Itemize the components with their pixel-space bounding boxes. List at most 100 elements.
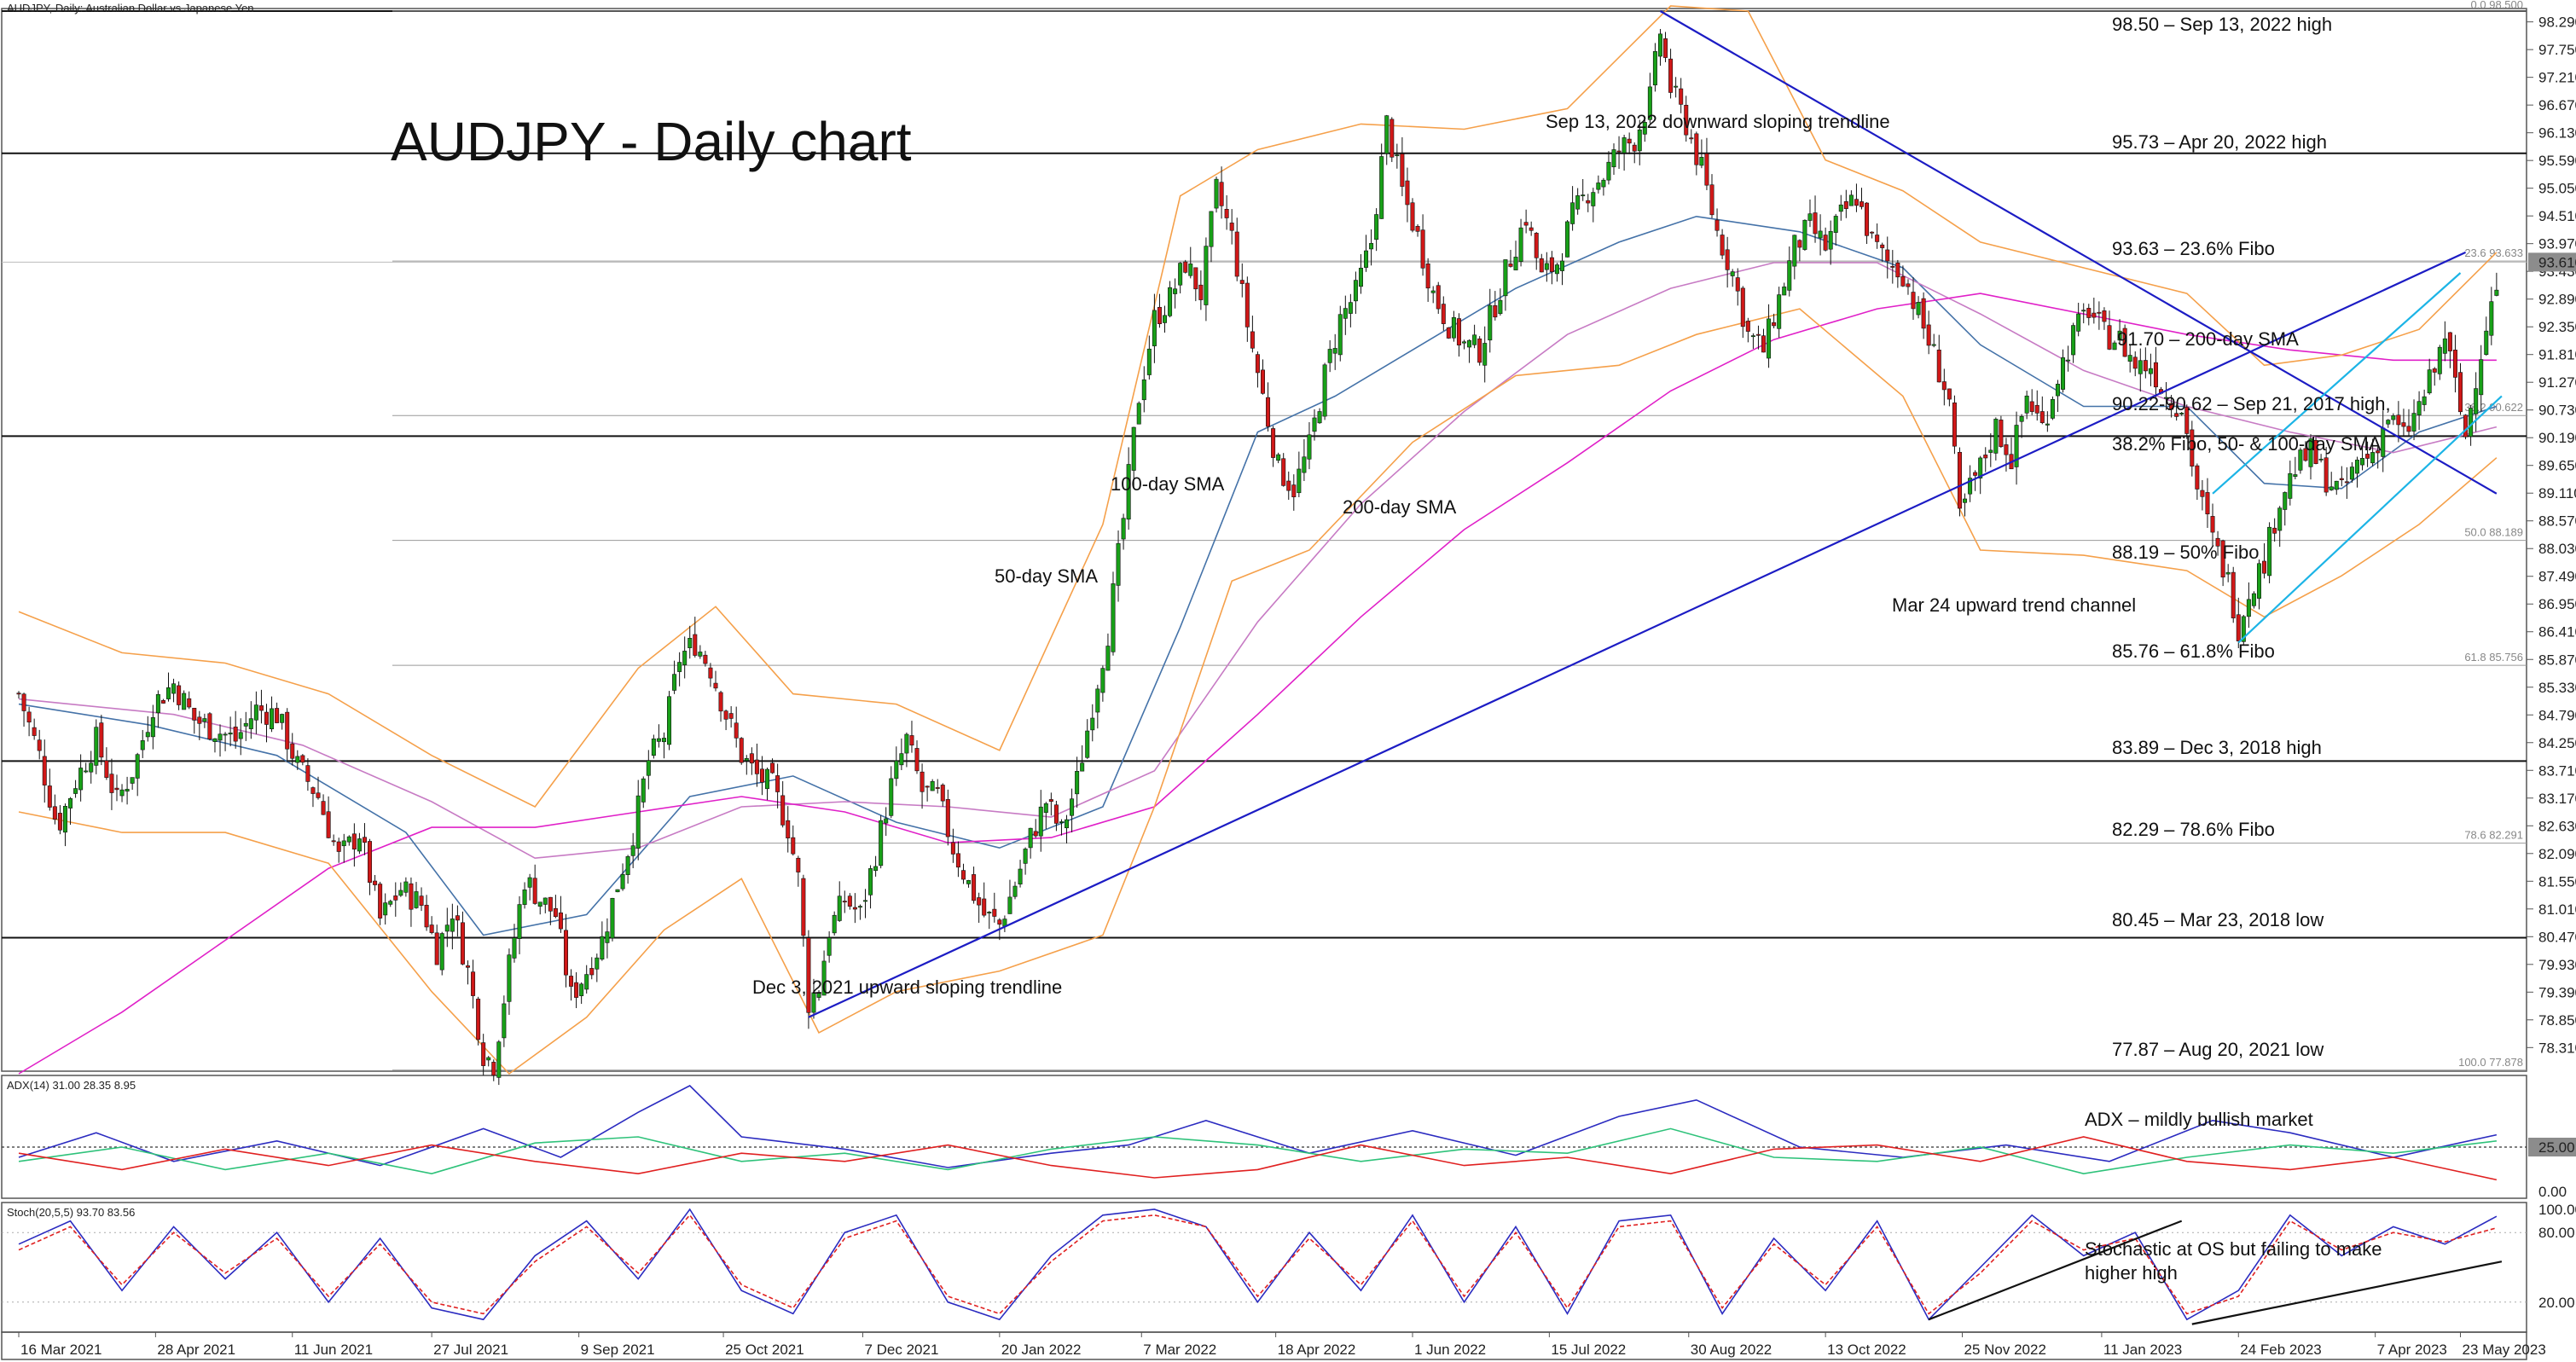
- candle: [2174, 404, 2179, 421]
- candle-body: [2004, 444, 2009, 455]
- candle: [1446, 327, 1451, 339]
- candle: [2246, 582, 2251, 629]
- candle: [532, 864, 537, 905]
- candle-body: [537, 901, 542, 907]
- candle: [1581, 178, 1586, 201]
- level-annotation: 38.2% Fibo, 50- & 100-day SMA: [2112, 433, 2382, 455]
- candle-body: [37, 739, 42, 751]
- candle-body: [2288, 472, 2293, 499]
- candle-body: [182, 693, 187, 710]
- candle: [935, 779, 940, 794]
- candle: [2329, 472, 2334, 491]
- candle-body: [1281, 458, 1286, 486]
- candle-body: [718, 692, 723, 712]
- x-tick-label: 25 Oct 2021: [725, 1342, 804, 1358]
- candle-body: [378, 884, 383, 919]
- candle-body: [455, 915, 460, 921]
- candle: [862, 889, 867, 919]
- candle: [1012, 881, 1018, 900]
- candle-body: [1591, 192, 1596, 206]
- candle-body: [212, 738, 218, 742]
- candle: [1415, 223, 1420, 237]
- candle-body: [1121, 518, 1126, 540]
- candle: [1570, 186, 1575, 231]
- candle: [2076, 302, 2081, 337]
- candle: [434, 924, 439, 965]
- candle-body: [2045, 423, 2050, 426]
- candle: [1674, 77, 1679, 98]
- y-tick-label: 85.870: [2538, 652, 2576, 668]
- candle: [1916, 296, 1921, 319]
- x-tick-label: 23 May 2023: [2463, 1342, 2546, 1358]
- candle: [1875, 223, 1880, 249]
- y-tick-label: 97.750: [2538, 42, 2576, 58]
- candle-body: [243, 722, 248, 727]
- candle: [2365, 441, 2370, 467]
- candle: [920, 763, 925, 809]
- candle: [806, 930, 811, 1029]
- candle-body: [1136, 403, 1141, 425]
- y-tick-label: 78.310: [2538, 1040, 2576, 1056]
- candle: [992, 892, 997, 923]
- candle-body: [625, 856, 630, 875]
- candle-body: [2097, 311, 2102, 314]
- candle: [192, 708, 197, 734]
- candle: [1755, 325, 1761, 350]
- y-tick-label: 84.790: [2538, 707, 2576, 723]
- time-axis-frame: [1, 1331, 2527, 1360]
- candle: [275, 702, 280, 724]
- candle-body: [78, 768, 84, 791]
- candle-body: [723, 710, 728, 720]
- candle: [233, 710, 238, 749]
- candle: [160, 698, 165, 704]
- candle-body: [914, 748, 920, 772]
- candle: [837, 881, 842, 922]
- series-1-line: [18, 262, 2498, 860]
- candle-body: [2236, 614, 2241, 641]
- candle: [476, 996, 481, 1046]
- adx-series-1: [18, 1127, 2497, 1175]
- series-annotation: 100-day SMA: [1111, 473, 1225, 495]
- candle: [52, 794, 57, 825]
- candle-body: [1219, 182, 1224, 206]
- x-tick-label: 9 Sep 2021: [581, 1342, 655, 1358]
- candle: [718, 690, 723, 722]
- candle-body: [2122, 327, 2127, 357]
- candle: [2215, 530, 2220, 556]
- candle-body: [930, 780, 935, 791]
- candle-body: [2086, 308, 2092, 318]
- candle: [2132, 351, 2138, 377]
- candle: [1616, 136, 1622, 169]
- candle-body: [1559, 260, 1564, 271]
- candle: [362, 823, 367, 855]
- candle: [1043, 802, 1048, 830]
- candle: [373, 874, 378, 891]
- candle: [486, 1056, 491, 1067]
- candle-body: [197, 716, 202, 724]
- candle-body: [553, 907, 558, 918]
- candle-body: [351, 833, 357, 850]
- candle-body: [1493, 304, 1498, 318]
- trendline: [808, 251, 2467, 1018]
- candle-body: [2117, 330, 2122, 341]
- candle: [2386, 419, 2391, 428]
- candle-body: [1188, 264, 1193, 276]
- candle: [403, 877, 409, 897]
- candle-body: [2447, 332, 2452, 351]
- candle-body: [816, 992, 821, 998]
- candle: [1379, 143, 1384, 219]
- candle-body: [1518, 227, 1523, 262]
- candle: [2034, 390, 2039, 421]
- candle: [2117, 319, 2122, 345]
- candle-body: [1890, 265, 1895, 268]
- candle-body: [1663, 38, 1668, 58]
- candle: [749, 747, 754, 775]
- candle: [2442, 321, 2447, 362]
- candle: [1761, 328, 1767, 353]
- candle: [1302, 438, 1307, 481]
- candle-body: [1178, 263, 1183, 286]
- candle-body: [987, 912, 992, 913]
- candle: [1586, 194, 1591, 212]
- candle: [1234, 217, 1239, 281]
- candle-body: [512, 937, 517, 959]
